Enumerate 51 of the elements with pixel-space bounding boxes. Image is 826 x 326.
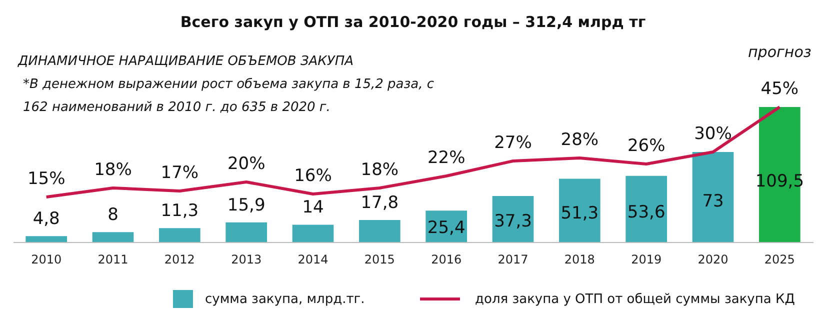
data-label: 53,6	[627, 202, 666, 222]
data-label: 51,3	[560, 204, 599, 224]
bar	[559, 178, 600, 242]
bar	[92, 232, 134, 242]
bar	[692, 152, 734, 242]
data-label: 25,4	[427, 218, 466, 238]
data-label: 22%	[427, 148, 466, 168]
x-tick-label: 2025	[764, 252, 795, 266]
data-label: 37,3	[494, 211, 532, 232]
chart-title: Всего закуп у ОТП за 2010-2020 годы – 312,4 млрд тг	[180, 13, 646, 31]
bar	[226, 222, 267, 242]
x-tick-label: 2012	[164, 252, 195, 266]
data-label: 17%	[160, 163, 199, 183]
x-tick-label: 2010	[31, 252, 62, 266]
data-label: 15,9	[227, 195, 266, 216]
data-label: 4,8	[32, 209, 60, 230]
x-tick-label: 2017	[498, 252, 528, 266]
data-label: 73	[702, 192, 724, 212]
x-tick-label: 2016	[431, 252, 462, 266]
legend-label: доля закупа у ОТП от общей суммы закупа КД	[475, 292, 795, 307]
data-label: 45%	[760, 79, 799, 99]
x-tick-label: 2014	[298, 252, 328, 266]
annotation: *В денежном выражении рост объема закупа в 15,2 раза, с 162 наименований в 2010 г. до 635 в 2020 г.	[23, 77, 434, 115]
chart-subtitle: ДИНАМИЧНОЕ НАРАЩИВАНИЕ ОБЪЕМОВ ЗАКУПА	[17, 54, 354, 69]
data-label: 26%	[627, 136, 666, 156]
bar	[26, 236, 67, 242]
data-label: 18%	[360, 160, 399, 180]
data-label: 11,3	[160, 201, 199, 222]
x-tick-label: 2015	[364, 252, 395, 266]
legend-label: сумма закупа, млрд.тг.	[205, 292, 365, 307]
data-label: 8	[108, 205, 118, 226]
data-label: 14	[302, 198, 324, 218]
data-label: 17,8	[360, 193, 399, 214]
data-label: 16%	[294, 166, 332, 186]
x-tick-label: 2019	[631, 252, 662, 266]
data-label: 30%	[694, 124, 732, 144]
data-label: 15%	[27, 169, 66, 189]
x-tick-label: 2018	[564, 252, 595, 266]
data-label: 18%	[94, 160, 132, 180]
bar	[159, 228, 200, 242]
data-label: 20%	[227, 154, 266, 174]
data-label: 28%	[560, 130, 599, 150]
text: прогноз	[748, 43, 812, 61]
x-tick-label: 2011	[98, 252, 128, 266]
bar	[359, 220, 400, 242]
bar	[492, 196, 534, 242]
data-label: 27%	[494, 133, 532, 153]
bar	[292, 224, 334, 242]
x-tick-label: 2020	[698, 252, 728, 266]
x-tick-label: 2013	[231, 252, 262, 266]
bar	[626, 176, 667, 242]
